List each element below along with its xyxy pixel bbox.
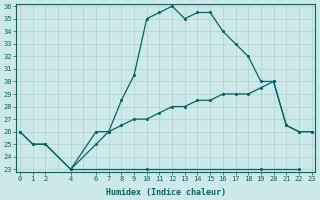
X-axis label: Humidex (Indice chaleur): Humidex (Indice chaleur) (106, 188, 226, 197)
